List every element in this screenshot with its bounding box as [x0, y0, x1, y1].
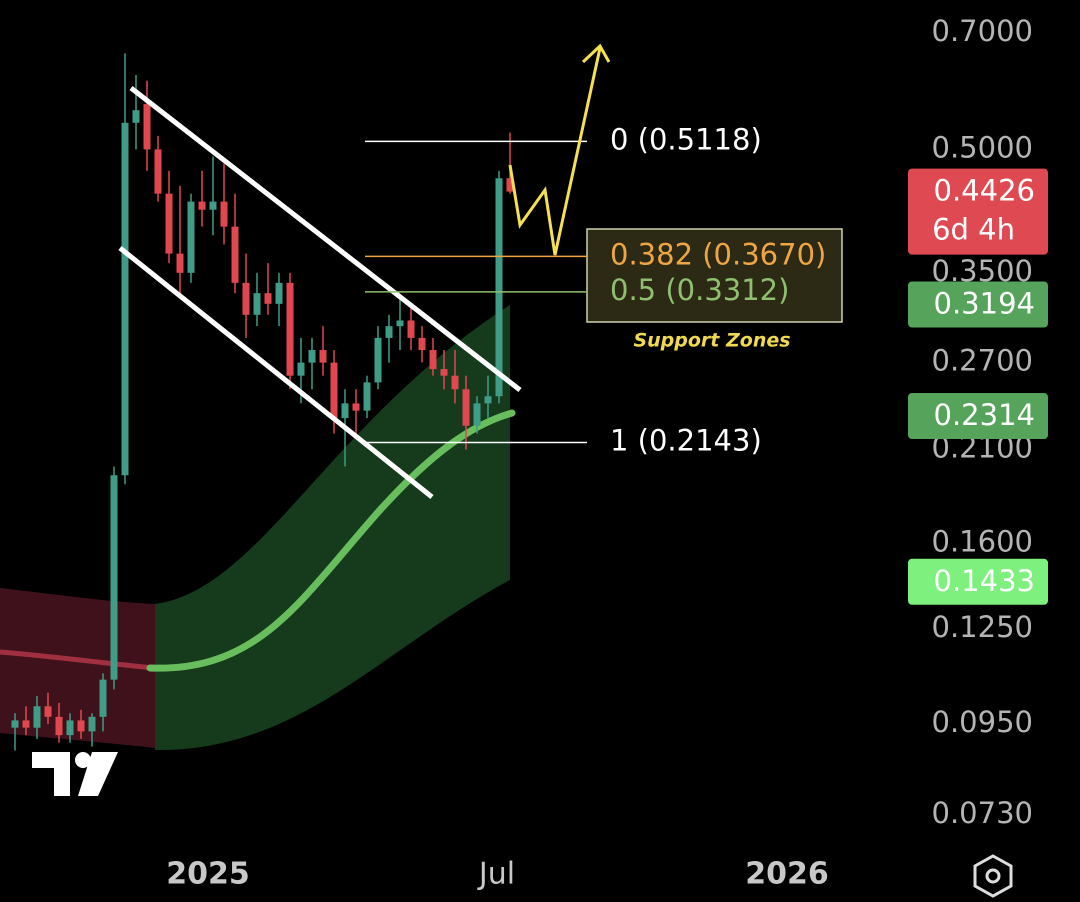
badge-price: 0.3194: [934, 286, 1035, 320]
candle-body: [451, 375, 459, 390]
candle-body: [77, 720, 85, 732]
green-band: [155, 305, 510, 751]
settings-icon[interactable]: [973, 854, 1013, 898]
y-tick-label: 0.7000: [932, 14, 1033, 48]
candle-body: [462, 389, 470, 426]
price-badge: [908, 281, 1048, 328]
annotation: Support Zones: [633, 330, 790, 352]
candle-body: [187, 201, 195, 273]
candle-body: [154, 149, 162, 194]
candle-body: [22, 720, 30, 728]
candle-body: [330, 362, 338, 419]
projection-arrow: [508, 47, 602, 256]
candle-body: [121, 122, 129, 476]
candle-body: [99, 679, 107, 717]
candle-body: [198, 201, 206, 210]
support-box: [586, 228, 843, 323]
candle-body: [11, 720, 19, 728]
candle-body: [264, 293, 272, 304]
candle-body: [473, 403, 481, 426]
candle-body: [297, 362, 305, 376]
y-tick-label: 0.1600: [932, 525, 1033, 559]
candle-body: [33, 706, 41, 728]
candle-body: [418, 337, 426, 351]
fib-label: 0 (0.5118): [610, 122, 762, 156]
candles: [11, 53, 514, 751]
candle-body: [209, 201, 217, 210]
red-band-line: [0, 649, 156, 671]
candle-body: [352, 403, 360, 411]
candle-body: [66, 720, 74, 736]
y-tick-label: 0.1250: [932, 610, 1033, 644]
channel-upper: [129, 86, 522, 392]
candle-body: [110, 475, 118, 680]
candle-body: [484, 396, 492, 404]
fib-label: 0.382 (0.3670): [610, 237, 826, 271]
y-tick-label: 0.0950: [932, 705, 1033, 739]
x-tick-label: 2025: [166, 857, 250, 892]
candle-body: [44, 706, 52, 717]
badge-price: 0.2314: [934, 398, 1035, 432]
candle-body: [165, 193, 173, 254]
candle-body: [55, 716, 63, 736]
logo: [32, 752, 118, 796]
badge-price: 0.4426: [934, 174, 1035, 208]
candle-body: [253, 293, 261, 315]
candle-body: [407, 320, 415, 338]
candle-body: [242, 282, 250, 315]
y-tick-label: 0.2700: [932, 344, 1033, 378]
price-badges: 0.4426 6d 4h 0.3194 0.2314 0.1433: [908, 168, 1048, 605]
candle-body: [440, 369, 448, 376]
x-tick-label: 2026: [745, 857, 829, 892]
candle-body: [176, 253, 184, 273]
fib-levels: 0 (0.5118) 0.382 (0.3670)0.5 (0.3312) 1 (0…: [365, 122, 826, 458]
time-axis: 2025 Jul 2026: [166, 857, 829, 892]
arrow-head: [581, 43, 611, 64]
candle-body: [132, 110, 140, 123]
price-badge: [908, 558, 1048, 605]
candle-body: [319, 350, 327, 363]
candle-body: [220, 201, 228, 227]
candle-body: [341, 403, 349, 419]
candle-body: [88, 716, 96, 732]
y-tick-label: 0.0730: [932, 796, 1033, 830]
badge-price: 0.1433: [934, 564, 1035, 598]
candle-body: [275, 282, 283, 304]
price-badge: [908, 168, 1048, 255]
y-tick-label: 0.5000: [932, 130, 1033, 164]
candle-body: [286, 282, 294, 376]
candle-body: [308, 350, 316, 363]
candle-body: [374, 337, 382, 383]
badge-countdown: 6d 4h: [932, 213, 1015, 247]
candle-body: [429, 350, 437, 370]
candle-body: [506, 178, 514, 192]
channel-lower: [118, 246, 434, 499]
candle-body: [396, 320, 404, 327]
candle-body: [143, 104, 151, 150]
fib-label: 1 (0.2143): [610, 424, 762, 458]
candle-body: [495, 178, 503, 397]
fib-label: 0.5 (0.3312): [610, 273, 789, 307]
x-tick-label: Jul: [477, 857, 515, 892]
price-badge: [908, 392, 1048, 439]
candle-body: [363, 382, 371, 411]
candle-body: [385, 326, 393, 338]
candle-body: [231, 226, 239, 283]
